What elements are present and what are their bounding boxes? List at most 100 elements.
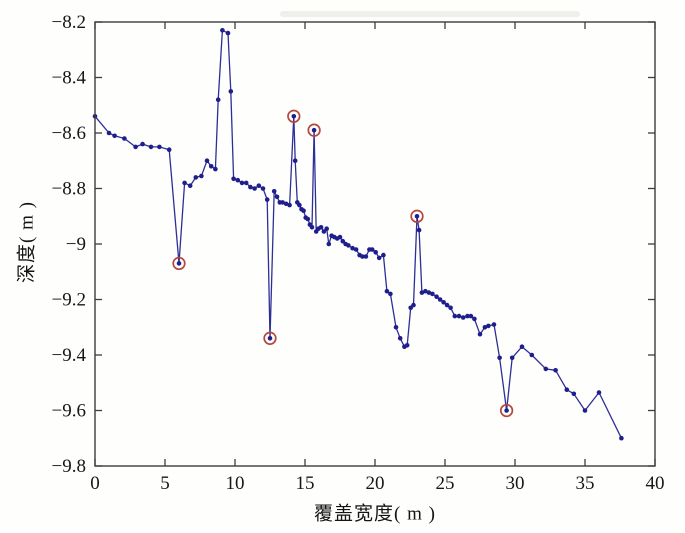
- data-point-marker: [477, 331, 483, 337]
- data-point-marker: [204, 158, 210, 163]
- data-point-marker: [193, 175, 199, 180]
- data-point-marker: [248, 184, 253, 190]
- data-point-marker: [311, 127, 317, 133]
- data-point-marker: [340, 238, 346, 244]
- data-point-marker: [571, 391, 577, 397]
- x-tick-label: 20: [366, 473, 385, 494]
- data-point-marker: [239, 180, 245, 186]
- data-point-marker: [176, 261, 182, 266]
- data-point-marker: [381, 252, 386, 258]
- data-point-marker: [430, 291, 435, 297]
- data-point-marker: [213, 166, 218, 172]
- x-axis-label: 覆盖宽度( m ): [314, 503, 436, 525]
- data-point-marker: [369, 247, 375, 252]
- data-point-marker: [437, 297, 443, 302]
- data-point-marker: [426, 290, 432, 295]
- axis-box: [94, 21, 656, 467]
- x-tick-label: 15: [296, 473, 315, 494]
- data-point-marker: [360, 254, 365, 259]
- axes: 0 5 10 15 20 25 30 35 40 −8.2 −8.4 −8.6 −8.8 −9 −9.2 −9…: [52, 12, 665, 494]
- data-point-marker: [497, 355, 502, 361]
- data-point-marker: [321, 229, 327, 234]
- data-point-marker: [619, 435, 624, 441]
- data-point-marker: [414, 214, 420, 219]
- data-point-marker: [419, 290, 425, 295]
- data-point-marker: [324, 226, 330, 231]
- data-point-marker: [491, 322, 497, 327]
- data-point-marker: [225, 30, 231, 36]
- data-point-marker: [465, 313, 470, 319]
- outlier-ring-marker: [287, 109, 301, 123]
- depth-line: [94, 29, 622, 439]
- outlier-ring-marker: [263, 331, 277, 345]
- outlier-ring-marker: [307, 123, 321, 137]
- data-series: [94, 29, 622, 439]
- data-point-marker: [271, 189, 277, 194]
- data-point-marker: [564, 387, 570, 393]
- data-point-marker: [582, 408, 588, 413]
- data-point-marker: [486, 323, 491, 329]
- outlier-ring-marker: [410, 209, 424, 223]
- y-tick-label: −8.6: [52, 123, 86, 144]
- data-point-marker: [274, 194, 280, 200]
- data-point-marker: [444, 302, 450, 308]
- data-point-marker: [301, 208, 306, 213]
- y-tick-label: −9.6: [52, 401, 86, 422]
- data-point-marker: [519, 344, 525, 350]
- data-point-marker: [215, 97, 221, 102]
- data-point-marker: [350, 245, 355, 251]
- data-point-marker: [252, 186, 257, 191]
- data-point-marker: [376, 255, 382, 261]
- data-point-marker: [228, 89, 234, 94]
- data-point-marker: [460, 315, 466, 320]
- x-tick-label: 25: [436, 473, 455, 494]
- outlier-ring-marker: [172, 256, 186, 271]
- data-point-marker: [305, 216, 311, 222]
- x-tick-label: 5: [160, 473, 170, 494]
- data-point-marker: [346, 243, 351, 248]
- data-point-marker: [373, 250, 379, 255]
- data-point-marker: [267, 336, 273, 341]
- data-point-marker: [448, 305, 453, 311]
- data-point-marker: [133, 144, 138, 150]
- data-point-marker: [231, 176, 236, 182]
- data-point-marker: [543, 366, 549, 372]
- data-point-marker: [423, 288, 428, 294]
- x-tick-label: 30: [506, 473, 525, 494]
- data-point-marker: [353, 247, 359, 252]
- data-point-marker: [243, 180, 249, 186]
- data-point-marker: [199, 173, 204, 179]
- data-point-marker: [596, 390, 602, 395]
- data-point-marker: [112, 133, 117, 139]
- data-point-marker: [106, 130, 112, 136]
- y-tick-label: −8.4: [52, 68, 87, 89]
- data-point-marker: [337, 234, 343, 240]
- data-point-marker: [187, 183, 193, 188]
- y-axis-label: 深度( m ): [16, 201, 38, 283]
- data-point-marker: [260, 186, 266, 191]
- data-point-marker: [148, 144, 154, 150]
- data-point-marker: [393, 325, 399, 330]
- y-tick-label: −9: [66, 234, 86, 255]
- data-point-marker: [441, 300, 446, 305]
- y-tick-label: −8.8: [52, 179, 86, 200]
- data-point-marker: [404, 343, 410, 348]
- data-point-marker: [318, 225, 324, 230]
- data-point-marker: [504, 408, 509, 413]
- data-point-marker: [182, 180, 187, 186]
- data-point-marker: [363, 254, 369, 259]
- data-point-marker: [208, 164, 214, 169]
- x-tick-label: 0: [90, 473, 100, 494]
- data-point-marker: [468, 313, 474, 319]
- x-tick-label: 10: [226, 473, 245, 494]
- x-tick-label: 40: [646, 473, 665, 494]
- data-point-marker: [157, 144, 162, 150]
- data-point-marker: [411, 302, 416, 308]
- data-point-marker: [122, 136, 127, 141]
- data-point-marker: [291, 114, 297, 119]
- outlier-rings: [172, 109, 514, 418]
- data-point-marker: [280, 200, 285, 205]
- data-point-marker: [287, 202, 292, 208]
